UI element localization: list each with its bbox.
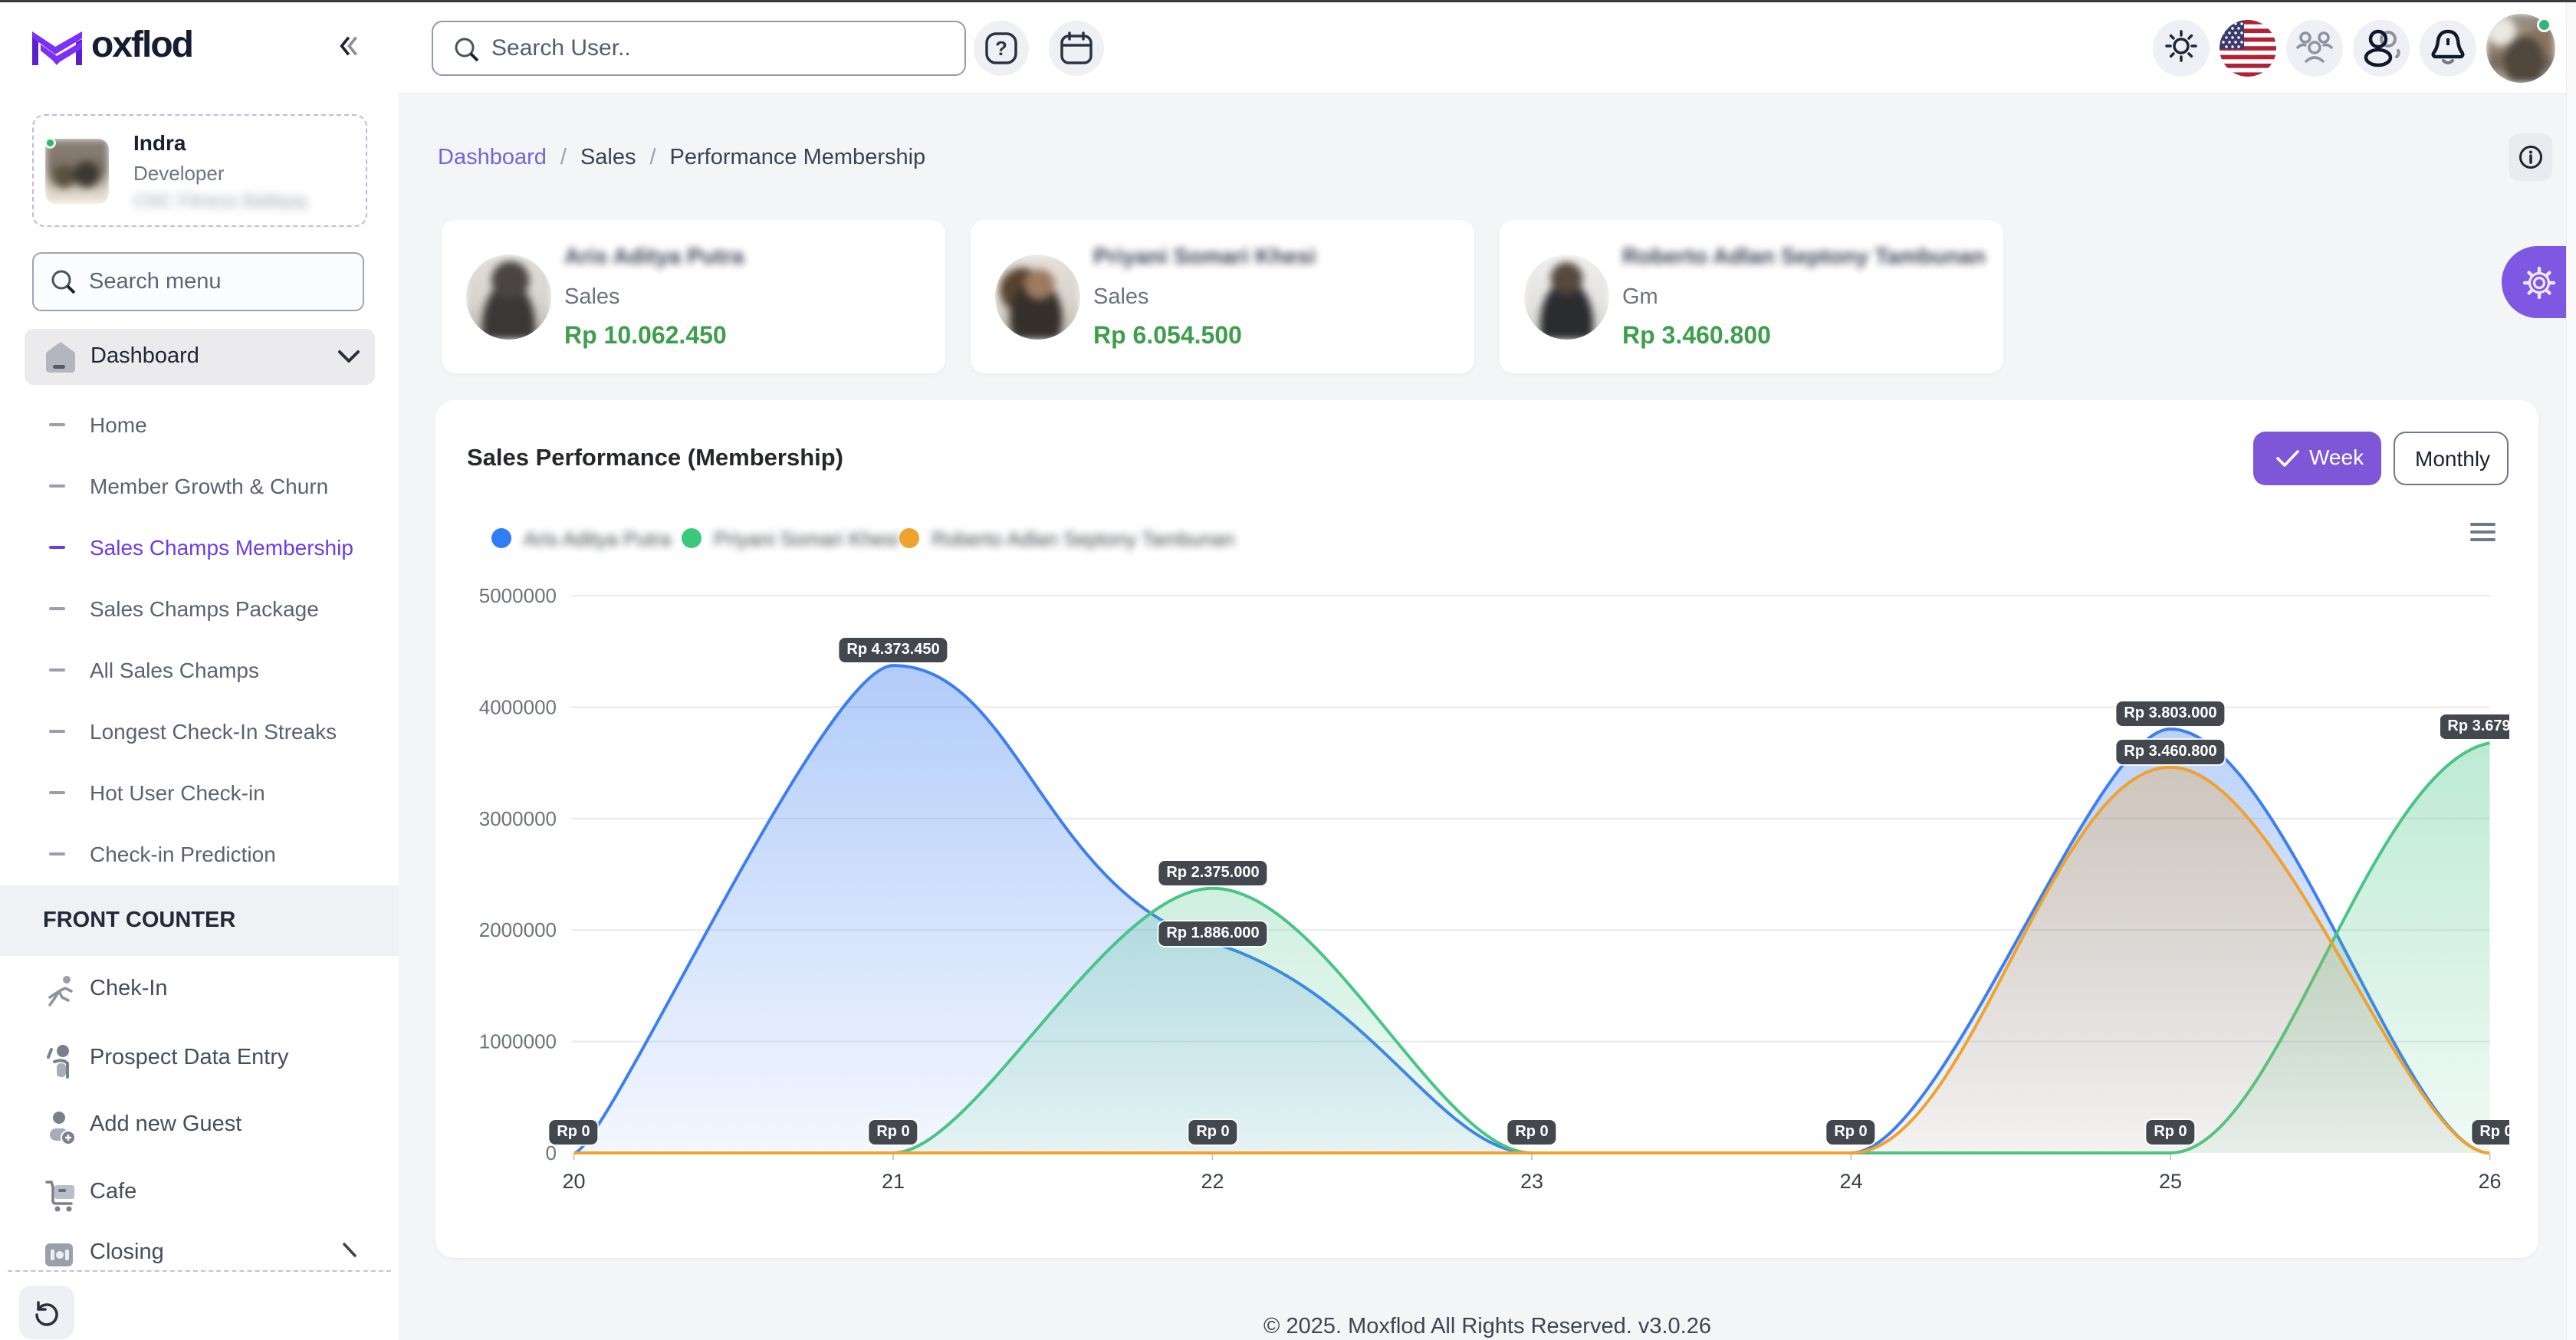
svg-text:20: 20 [562,1170,585,1193]
svg-text:23: 23 [1520,1170,1543,1193]
svg-text:3000000: 3000000 [479,807,557,830]
svg-text:22: 22 [1201,1170,1224,1193]
svg-text:5000000: 5000000 [479,584,557,607]
svg-text:26: 26 [2478,1170,2501,1193]
svg-text:21: 21 [882,1170,905,1193]
svg-text:?: ? [995,37,1007,60]
svg-text:24: 24 [1839,1170,1862,1193]
svg-text:4000000: 4000000 [479,695,557,718]
svg-text:1000000: 1000000 [479,1030,557,1053]
svg-text:2000000: 2000000 [479,918,557,941]
svg-text:0: 0 [546,1141,557,1164]
svg-text:25: 25 [2159,1170,2182,1193]
